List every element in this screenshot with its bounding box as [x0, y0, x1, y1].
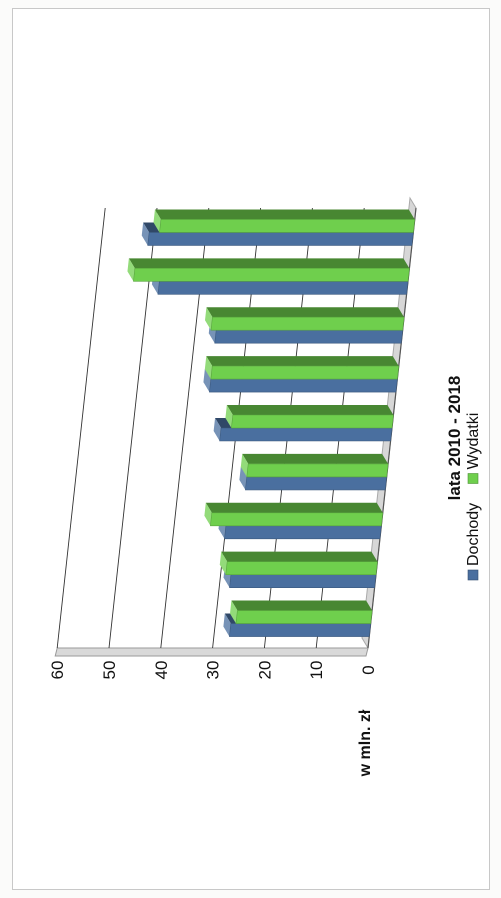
bar-top	[141, 222, 150, 246]
y-tick-label: 50	[100, 661, 119, 680]
bar-top	[240, 453, 249, 477]
bar-front	[210, 316, 405, 331]
bar-front	[219, 427, 393, 442]
bar-front	[225, 561, 378, 575]
bar-side	[205, 502, 383, 513]
bar-front	[157, 281, 409, 295]
bar-front	[245, 476, 388, 491]
chart-side-wall	[54, 647, 369, 657]
chart-frame	[12, 8, 490, 890]
y-tick-label: 30	[204, 661, 223, 680]
bar-top	[204, 356, 213, 380]
legend-label-dochody: Dochody	[465, 503, 482, 566]
bar-side	[206, 307, 405, 318]
bar-side	[154, 209, 415, 220]
bar-front	[229, 574, 377, 588]
bar-side	[231, 600, 373, 611]
y-tick-label: 10	[307, 661, 326, 680]
bar-wydatki-2010	[229, 600, 373, 624]
x-axis-title: lata 2010 - 2018	[445, 376, 464, 501]
legend-label-wydatki: Wydatki	[465, 413, 482, 470]
bar-front	[159, 219, 416, 233]
bar-side	[206, 356, 399, 367]
y-tick-label: 20	[255, 661, 274, 680]
y-tick-label: 0	[359, 665, 378, 674]
bar-top	[153, 209, 161, 233]
bar-top	[219, 551, 228, 575]
bar-front	[209, 378, 398, 393]
legend-swatch-dochody	[467, 569, 479, 581]
bar-wydatki-2012	[204, 502, 384, 527]
bar-front	[210, 365, 400, 380]
bar-wydatki-2014	[225, 405, 394, 429]
bars	[127, 209, 416, 637]
bar-top	[204, 502, 212, 526]
bar-side	[242, 453, 389, 464]
bar-front	[231, 414, 394, 429]
gridline	[56, 207, 106, 649]
bar-wydatki-2018	[153, 209, 416, 233]
bar-top	[205, 307, 213, 331]
legend-swatch-wydatki	[467, 473, 479, 484]
bar-front	[133, 268, 410, 282]
bar-front	[224, 525, 382, 540]
bar-wydatki-2017	[127, 258, 410, 282]
bar-front	[210, 512, 384, 527]
y-axis-title: w mln. zł	[357, 709, 374, 777]
bar-wydatki-2013	[240, 453, 389, 478]
legend: lata 2010 - 2018 Dochody Wydatki	[445, 376, 482, 581]
bar-side	[221, 551, 378, 562]
bar-wydatki-2016	[205, 307, 405, 331]
bar-front	[235, 610, 373, 624]
y-tick-label: 40	[152, 661, 171, 680]
bar-top	[223, 613, 231, 637]
bar-wydatki-2015	[204, 356, 400, 380]
y-tick-label: 60	[48, 661, 67, 680]
bar-front	[246, 463, 389, 478]
bar-front	[229, 623, 372, 637]
bar-side	[128, 258, 410, 269]
bar-top	[203, 369, 211, 393]
bar-top	[225, 405, 233, 428]
bar-wydatki-2011	[219, 551, 378, 575]
bar-side	[226, 405, 394, 415]
bar-top	[239, 466, 247, 490]
bar-top	[127, 258, 135, 282]
bar-front	[147, 232, 414, 246]
bar-front	[214, 329, 404, 344]
bar-top	[229, 600, 238, 624]
bar-top	[213, 418, 222, 441]
y-tick-labels: 0 10 20 30 40 50 60	[48, 661, 378, 680]
